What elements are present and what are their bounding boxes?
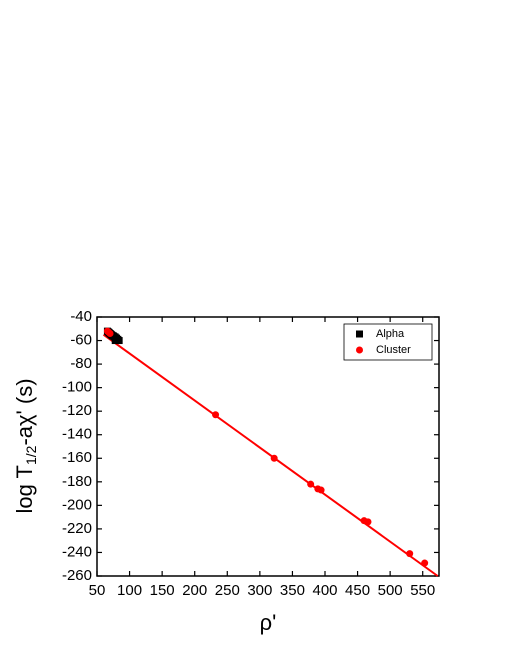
y-tick-label: -200 — [62, 496, 92, 513]
y-label-rest: -aχ' (s) — [12, 378, 37, 445]
point — [406, 550, 414, 558]
point — [106, 329, 114, 337]
y-tick-label: -260 — [62, 567, 92, 584]
fit-line — [102, 333, 439, 577]
point — [317, 486, 325, 494]
x-tick-label: 50 — [89, 582, 106, 599]
point — [270, 454, 278, 462]
x-tick-label: 500 — [378, 582, 403, 599]
plot-frame — [96, 316, 440, 577]
y-axis-label: log T1/2-aχ' (s) — [12, 378, 39, 513]
y-tick-label: -60 — [70, 332, 92, 349]
x-tick-label: 450 — [345, 582, 370, 599]
x-tick-label: 250 — [215, 582, 240, 599]
y-label-main: log T — [12, 465, 37, 514]
y-tick-label: -80 — [70, 355, 92, 372]
point — [421, 559, 429, 567]
point — [212, 411, 220, 419]
x-tick-label: 400 — [312, 582, 337, 599]
y-tick-label: -180 — [62, 473, 92, 490]
x-tick-label: 100 — [117, 582, 142, 599]
y-tick-label: -140 — [62, 426, 92, 443]
y-tick-label: -100 — [62, 379, 92, 396]
legend-marker — [356, 330, 363, 338]
x-axis-label: ρ' — [260, 610, 277, 635]
x-tick-label: 200 — [182, 582, 207, 599]
point — [111, 337, 119, 345]
y-label-sub: 1/2 — [23, 445, 39, 465]
point — [364, 518, 372, 526]
y-tick-label: -40 — [70, 308, 92, 325]
legend-label: Cluster — [376, 344, 411, 356]
x-tick-label: 350 — [280, 582, 305, 599]
legend-marker — [356, 346, 363, 354]
x-tick-label: 300 — [247, 582, 272, 599]
point — [115, 337, 123, 345]
y-tick-label: -240 — [62, 543, 92, 560]
legend-label: Alpha — [376, 328, 405, 340]
x-tick-label: 550 — [410, 582, 435, 599]
x-tick-label: 150 — [150, 582, 175, 599]
y-tick-label: -120 — [62, 402, 92, 419]
y-tick-label: -220 — [62, 520, 92, 537]
legend-box — [343, 323, 433, 361]
y-tick-label: -160 — [62, 449, 92, 466]
point — [307, 480, 315, 488]
